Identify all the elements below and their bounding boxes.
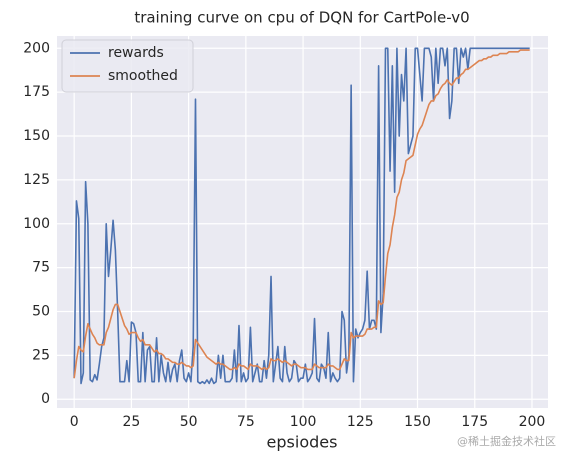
x-tick-label: 0 xyxy=(70,414,79,430)
y-tick-label: 100 xyxy=(23,216,50,232)
x-tick-label: 200 xyxy=(519,414,546,430)
x-tick-label: 150 xyxy=(404,414,431,430)
y-tick-label: 175 xyxy=(23,84,50,100)
y-tick-label: 25 xyxy=(32,347,50,363)
y-tick-label: 150 xyxy=(23,128,50,144)
legend-label: smoothed xyxy=(108,68,178,84)
x-axis-label: epsiodes xyxy=(267,433,338,452)
x-tick-label: 75 xyxy=(237,414,255,430)
x-tick-label: 175 xyxy=(461,414,488,430)
y-tick-label: 50 xyxy=(32,303,50,319)
y-tick-label: 125 xyxy=(23,172,50,188)
x-tick-label: 50 xyxy=(180,414,198,430)
line-series xyxy=(73,47,530,385)
legend-label: rewards xyxy=(108,45,164,61)
x-tick-label: 25 xyxy=(122,414,140,430)
y-tick-label: 0 xyxy=(41,391,50,407)
watermark: @稀土掘金技术社区 xyxy=(457,434,556,448)
x-tick-label: 100 xyxy=(290,414,317,430)
y-tick-label: 200 xyxy=(23,40,50,56)
chart-title: training curve on cpu of DQN for CartPol… xyxy=(134,9,469,27)
legend: rewards smoothed xyxy=(61,39,194,93)
x-tick-label: 125 xyxy=(347,414,374,430)
line-series xyxy=(73,49,530,379)
y-tick-label: 75 xyxy=(32,260,50,276)
